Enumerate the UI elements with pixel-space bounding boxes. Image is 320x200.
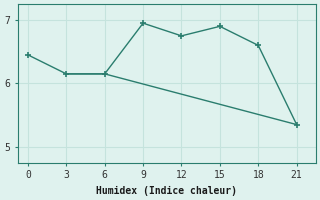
- X-axis label: Humidex (Indice chaleur): Humidex (Indice chaleur): [96, 186, 237, 196]
